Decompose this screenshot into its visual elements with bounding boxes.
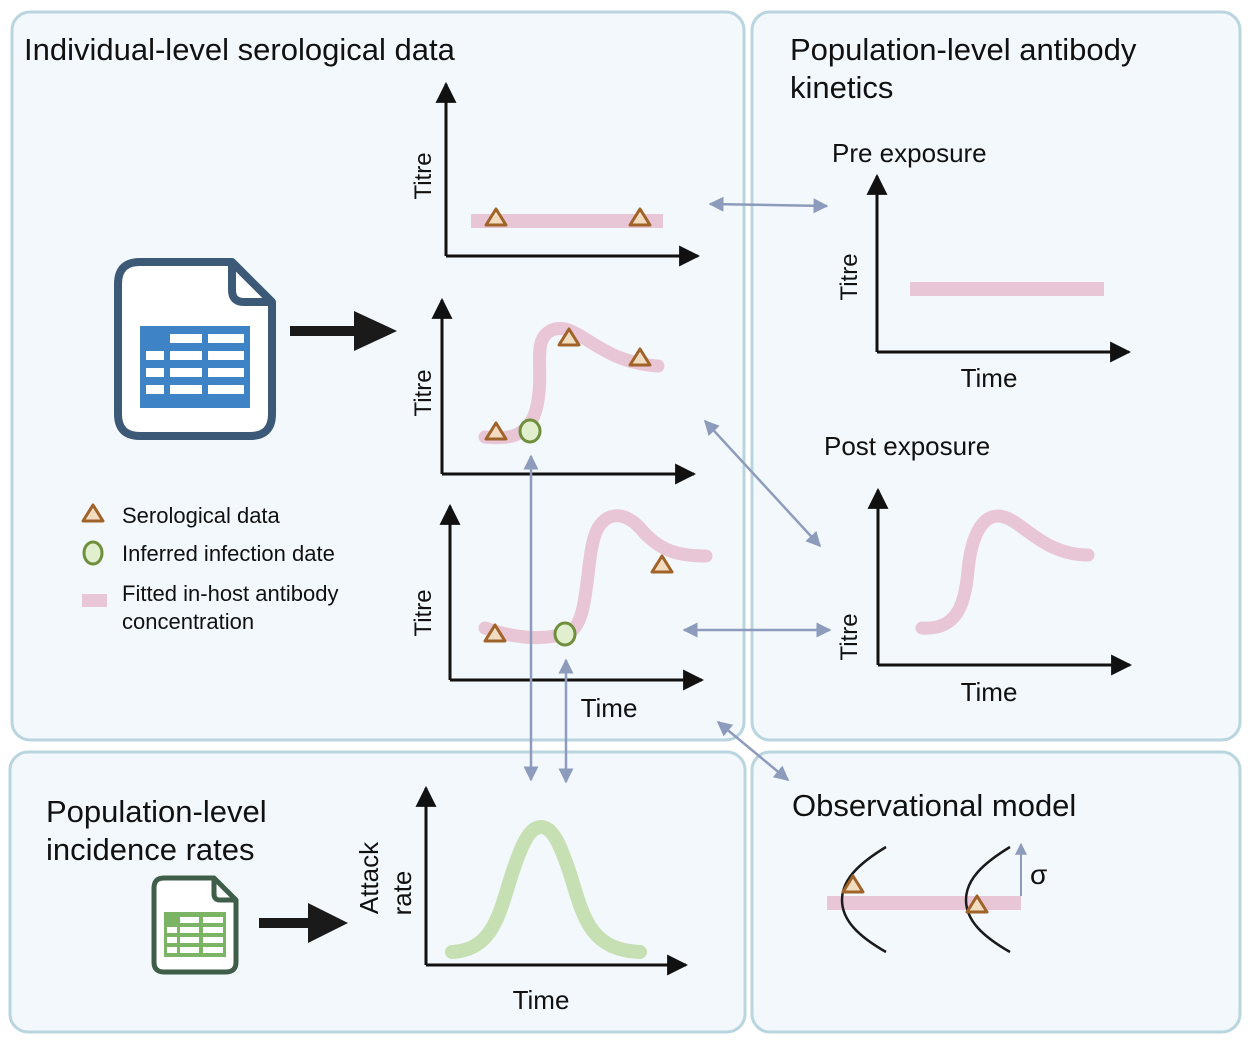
legend-circle-icon <box>82 540 104 566</box>
spreadsheet-file-icon-green <box>151 875 239 975</box>
serological-point <box>483 623 507 643</box>
individual-plot-2: Titre <box>410 297 697 485</box>
y-axis-label-titre: Titre <box>836 613 863 660</box>
link-arrows <box>523 196 832 784</box>
inferred-infection-point <box>518 418 542 444</box>
y-axis-label-titre: Titre <box>410 369 437 416</box>
link-arrow-plot2-post <box>703 419 822 548</box>
x-axis-label-time: Time <box>961 677 1018 707</box>
inferred-infection-point <box>553 621 577 647</box>
legend-serological-label: Serological data <box>122 503 281 528</box>
y-axis-label-rate: rate <box>387 871 417 916</box>
arrow-right-icon <box>259 903 348 943</box>
y-axis-label-attack: Attack <box>354 841 384 914</box>
serological-point <box>965 894 989 914</box>
incidence-panel-title-line1: Population-level <box>46 794 267 829</box>
individual-panel-title: Individual-level serological data <box>24 32 456 67</box>
incidence-panel-title-line2: incidence rates <box>46 832 255 867</box>
link-arrow-plot1-pre <box>708 196 829 214</box>
serological-point <box>628 347 652 367</box>
serological-point <box>484 421 508 441</box>
pre-exposure-plot: Pre exposure Titre Time <box>832 138 1132 393</box>
arrow-right-icon <box>290 311 397 351</box>
post-exposure-label: Post exposure <box>824 431 990 461</box>
sigma-label: σ <box>1030 859 1047 890</box>
legend-triangle-icon <box>81 503 105 523</box>
x-axis-label-time: Time <box>513 985 570 1015</box>
x-axis-label-time: Time <box>581 693 638 723</box>
kinetics-panel-title-line1: Population-level antibody <box>790 32 1137 67</box>
incidence-curve <box>445 819 647 959</box>
serological-point <box>650 554 674 574</box>
post-exposure-plot: Post exposure Titre Time <box>824 431 1133 707</box>
individual-plot-1: Titre <box>410 81 701 267</box>
y-axis-label-titre: Titre <box>836 253 863 300</box>
legend-inferred-label: Inferred infection date <box>122 541 335 566</box>
x-axis-label-time: Time <box>961 363 1018 393</box>
legend-pink-swatch <box>82 594 107 607</box>
fitted-curve <box>915 509 1095 635</box>
kinetics-panel-title-line2: kinetics <box>790 70 893 105</box>
serological-point <box>628 207 652 227</box>
serological-point <box>484 207 508 227</box>
serological-point <box>557 327 581 347</box>
legend-fitted-label-line2: concentration <box>122 609 254 634</box>
legend-fitted-label-line1: Fitted in-host antibody <box>122 581 338 606</box>
legend: Serological data Inferred infection date… <box>81 503 338 634</box>
y-axis-label-titre: Titre <box>410 152 437 199</box>
observational-model-graphic: σ <box>827 842 1047 954</box>
spreadsheet-file-icon <box>114 258 276 440</box>
fitted-curve <box>478 509 713 645</box>
panel-individual <box>10 10 746 742</box>
panel-observational <box>750 750 1242 1034</box>
observational-panel-title: Observational model <box>792 788 1076 823</box>
y-axis-label-titre: Titre <box>410 589 437 636</box>
attack-rate-plot: Attack rate Time <box>354 785 689 1015</box>
error-distribution-curve <box>964 845 1011 954</box>
serological-point <box>841 874 865 894</box>
pre-exposure-label: Pre exposure <box>832 138 987 168</box>
individual-plot-3: Titre Time <box>410 503 713 723</box>
link-arrow-observational <box>716 721 790 781</box>
error-distribution-curve <box>840 845 887 954</box>
